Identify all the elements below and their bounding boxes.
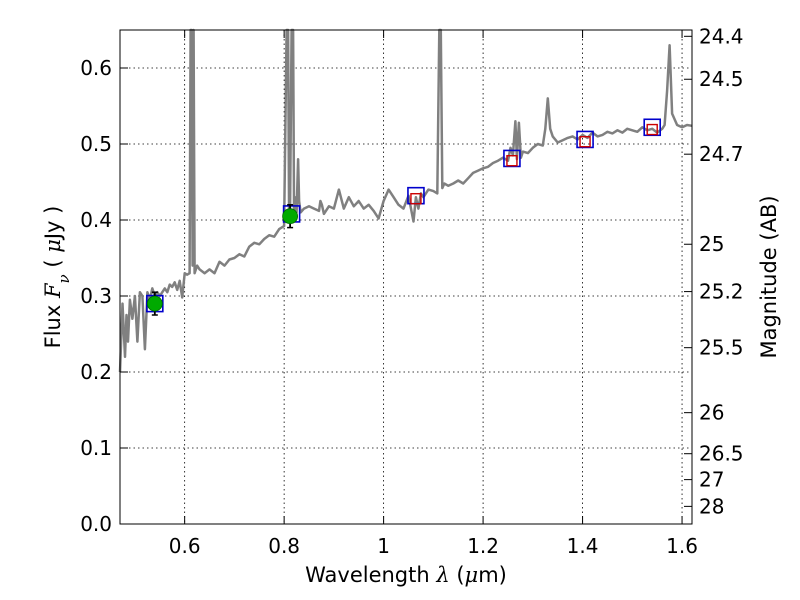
y-tick-label-1: 0.1: [80, 436, 112, 460]
y-tick-label-6: 0.6: [80, 56, 112, 80]
x-tick-label-4: 1.4: [567, 534, 599, 558]
axis-ticks: 0.6 0.8 1 1.2 1.4 1.6 0.0 0.1 0.2 0.3 0.4 0.5 0.6 24.…: [80, 24, 743, 558]
x-tick-label-3: 1.2: [467, 534, 499, 558]
limit-square-2: [579, 136, 591, 148]
photometry-markers: [146, 118, 662, 316]
y2-tick-label-7: 26.5: [699, 442, 744, 466]
x-tick-label-2: 1: [377, 534, 390, 558]
observed-point-1: [282, 208, 299, 225]
spectrum-layer: [118, 28, 693, 373]
y2-tick-label-8: 27: [699, 468, 724, 492]
model-band-square-3: [503, 149, 521, 168]
y2-tick-label-2: 24.7: [699, 142, 744, 166]
y2-tick-label-3: 25: [699, 232, 724, 256]
limit-square-3: [646, 123, 658, 136]
y2-tick-label-6: 26: [699, 401, 724, 425]
y-tick-label-2: 0.2: [80, 360, 112, 384]
spectrum-line: [118, 28, 693, 373]
y-tick-label-5: 0.5: [80, 132, 112, 156]
y2-axis-title: Magnitude (AB): [757, 195, 781, 358]
model-band-square-4: [576, 130, 594, 149]
y2-tick-label-1: 24.5: [699, 67, 744, 91]
observed-point-0: [146, 295, 163, 312]
y2-tick-label-9: 28: [699, 494, 724, 518]
y-tick-label-3: 0.3: [80, 284, 112, 308]
y-axis-title: Flux Fν ( μJy ): [41, 206, 73, 349]
limit-square-1: [506, 155, 518, 167]
y2-tick-label-0: 24.4: [699, 24, 744, 48]
y2-tick-label-4: 25.2: [699, 280, 744, 304]
y-tick-label-4: 0.4: [80, 208, 112, 232]
x-tick-label-0: 0.6: [169, 534, 201, 558]
model-band-square-5: [643, 118, 662, 137]
plot-frame: [119, 29, 693, 525]
x-tick-label-5: 1.6: [666, 534, 698, 558]
grid: [120, 30, 692, 525]
limit-square-0: [410, 193, 422, 205]
y2-tick-label-5: 25.5: [699, 336, 744, 360]
x-axis-title: Wavelength λ (μm): [305, 563, 507, 587]
x-tick-label-1: 0.8: [268, 534, 300, 558]
y-tick-label-0: 0.0: [80, 512, 112, 536]
